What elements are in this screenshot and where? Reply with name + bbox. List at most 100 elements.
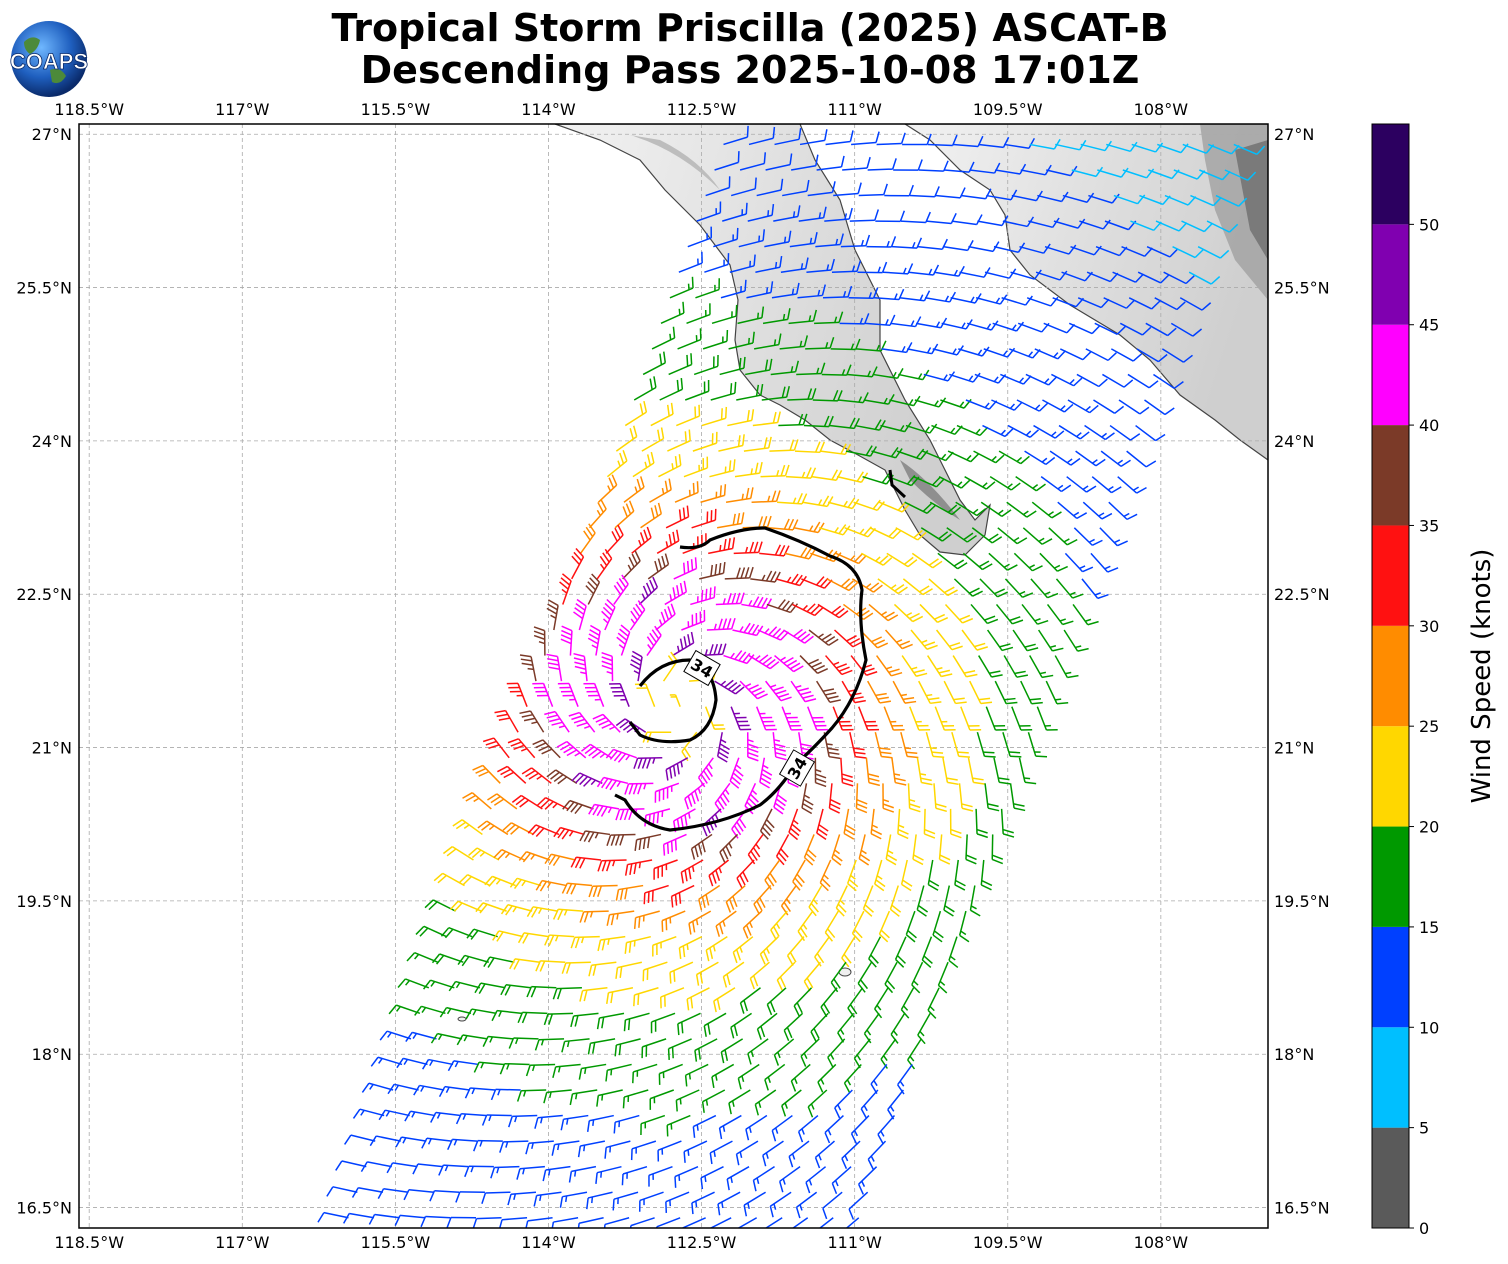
wind-barb: [824, 1115, 844, 1144]
colorbar-tick-label: 45: [1419, 316, 1439, 335]
wind-barb: [1046, 603, 1074, 626]
wind-barb: [475, 902, 507, 914]
wind-barb: [650, 402, 674, 427]
wind-barb: [481, 1114, 512, 1126]
wind-barb: [633, 376, 657, 401]
colorbar-bin: [1372, 1027, 1409, 1128]
wind-barb: [577, 1140, 606, 1158]
wind-barb: [579, 830, 611, 843]
wind-barb: [942, 240, 974, 252]
wind-barb: [762, 308, 791, 325]
wind-barb: [678, 935, 703, 960]
wind-barb: [857, 1166, 878, 1195]
wind-barb: [612, 1191, 639, 1211]
wind-barb: [609, 682, 630, 707]
wind-barb: [814, 936, 831, 967]
wind-barb: [705, 176, 731, 197]
wind-barb: [351, 1186, 384, 1198]
wind-barb: [755, 706, 777, 731]
wind-barb: [909, 186, 940, 198]
wind-barb: [951, 732, 970, 758]
wind-barb: [783, 628, 814, 644]
wind-barb: [821, 364, 852, 376]
wind-barb: [1031, 501, 1062, 519]
wind-barb: [734, 461, 763, 478]
wind-barb: [893, 159, 923, 171]
wind-barb: [669, 961, 694, 984]
wind-barb: [1044, 244, 1077, 255]
wind-barb: [728, 1089, 751, 1115]
wind-barb: [696, 201, 722, 222]
wind-barb: [421, 1058, 454, 1070]
wind-barb: [692, 431, 718, 452]
wind-barb: [546, 653, 563, 682]
wind-barb: [817, 1063, 837, 1093]
wind-barb: [560, 1114, 589, 1131]
wind-barb: [455, 1112, 487, 1125]
wind-barb: [932, 910, 944, 943]
wind-barb: [907, 1038, 922, 1070]
wind-barb: [1121, 245, 1153, 257]
wind-barb: [335, 1160, 367, 1171]
wind-barb: [1144, 399, 1175, 416]
colorbar-bin: [1372, 625, 1409, 727]
map-area: 34 34: [79, 124, 1268, 1228]
wind-barb: [1027, 732, 1048, 758]
wind-barb: [954, 859, 966, 891]
wind-barb: [928, 578, 958, 597]
wind-barb: [452, 819, 483, 836]
wind-barb: [1021, 603, 1049, 625]
wind-barb: [873, 288, 905, 301]
wind-barb: [790, 680, 817, 703]
wind-barb: [477, 820, 509, 836]
wind-barb: [543, 1012, 573, 1026]
wind-barb: [703, 1012, 727, 1037]
wind-barb: [615, 961, 643, 979]
wind-barb: [982, 424, 1014, 438]
wind-barb: [853, 1038, 871, 1069]
wind-barb: [681, 609, 706, 631]
wind-barb: [670, 884, 695, 908]
wind-barb: [870, 808, 883, 840]
wind-barb: [725, 487, 754, 503]
wind-barb: [1100, 450, 1131, 467]
plot-title-line2: Descending Pass 2025-10-08 17:01Z: [360, 48, 1140, 92]
contour-34kt-inner: [628, 658, 718, 744]
wind-barb: [1127, 373, 1159, 389]
lon-tick-bottom: 108°W: [1134, 1233, 1189, 1252]
wind-barb: [604, 1140, 631, 1159]
lon-tick-top: 108°W: [1134, 100, 1189, 119]
wind-barb: [742, 910, 763, 939]
lon-tick-bottom: 112.5°W: [667, 1233, 737, 1252]
wind-barb: [583, 682, 605, 707]
wind-barb: [1042, 399, 1074, 413]
wind-barb: [745, 1114, 768, 1141]
colorbar-tick-label: 25: [1419, 717, 1439, 736]
wind-barb: [551, 1140, 580, 1156]
wind-barb: [980, 501, 1012, 518]
wind-barb: [905, 910, 917, 943]
wind-barb: [473, 1061, 505, 1073]
wind-barb: [546, 769, 578, 785]
wind-barb: [848, 287, 879, 299]
wind-barb: [534, 1114, 563, 1129]
wind-barb: [754, 333, 782, 350]
wind-barb: [967, 757, 985, 785]
wind-barb: [603, 1217, 630, 1228]
wind-barb: [613, 1114, 640, 1134]
wind-barb: [919, 603, 949, 623]
wind-barb: [573, 652, 588, 682]
colorbar-bin: [1372, 826, 1409, 927]
wind-barb: [714, 151, 740, 171]
wind-barb: [700, 1165, 724, 1190]
wind-barb: [691, 1191, 715, 1215]
wind-barb: [388, 1004, 421, 1015]
wind-barb: [447, 1060, 479, 1072]
wind-barb: [772, 732, 787, 761]
wind-barb: [860, 1089, 879, 1120]
wind-barb: [719, 356, 746, 376]
wind-barb: [621, 1165, 648, 1186]
wind-barb: [884, 184, 914, 197]
wind-barb: [578, 1063, 607, 1080]
wind-barb: [580, 523, 596, 554]
